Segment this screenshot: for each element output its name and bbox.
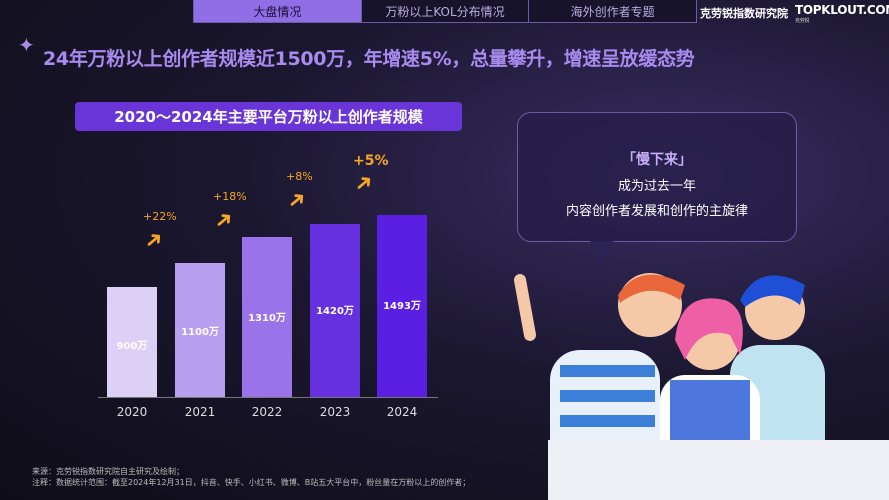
growth-label: +5% [353,153,389,169]
growth-label: +8% [286,170,313,183]
growth-arrow-icon: ➜ [282,184,313,217]
data-label: 900万 [116,340,148,352]
growth-label: +22% [143,210,177,223]
footnote: 注释：数据统计范围：截至2024年12月31日，抖音、快手、小红书、微博、B站五… [32,478,471,487]
x-tick-label: 2022 [251,405,283,419]
data-label: 1100万 [181,327,219,339]
desk [548,440,889,500]
data-label: 1493万 [383,300,421,312]
tab-overseas[interactable]: 海外创作者专题 [529,0,697,22]
tab-kol-distribution[interactable]: 万粉以上KOL分布情况 [361,0,530,22]
growth-label: +18% [213,190,247,203]
x-tick-label: 2023 [319,405,351,419]
logo: TOPKLOUT.COM 克劳锐 [795,3,889,24]
callout-tail [590,241,614,265]
growth-arrow-icon: ➜ [209,204,240,237]
data-label: 1420万 [316,305,354,317]
tab-overview[interactable]: 大盘情况 [194,0,362,22]
chart-title: 2020～2024年主要平台万粉以上创作者规模 [75,102,462,131]
growth-arrow-icon: ➜ [349,167,380,200]
data-label: 1310万 [248,313,286,325]
bar-2023 [310,223,360,397]
brand-name: 克劳锐指数研究院 [700,7,788,20]
callout-bubble: 「慢下来」 成为过去一年 内容创作者发展和创作的主旋律 [517,112,797,242]
bar-2024 [377,214,427,397]
bar-2021 [175,262,225,397]
source-note: 来源：克劳锐指数研究院自主研究及绘制； [32,467,184,476]
x-tick-label: 2024 [386,405,418,419]
x-axis [98,397,438,398]
callout-heading: 「慢下来」 [622,152,692,168]
callout-line: 内容创作者发展和创作的主旋律 [565,204,748,219]
bar-2020 [107,287,157,397]
page-title: 24年万粉以上创作者规模近1500万，年增速5%，总量攀升，增速呈放缓态势 [43,48,695,70]
bar-2022 [242,237,292,397]
x-tick-label: 2020 [116,405,148,419]
callout-line: 成为过去一年 [617,179,696,194]
growth-arrow-icon: ➜ [139,224,170,257]
x-tick-label: 2021 [184,405,216,419]
top-nav-tabs: 大盘情况 万粉以上KOL分布情况 海外创作者专题 [193,0,697,23]
sparkle-icon: ✦ [18,33,35,57]
